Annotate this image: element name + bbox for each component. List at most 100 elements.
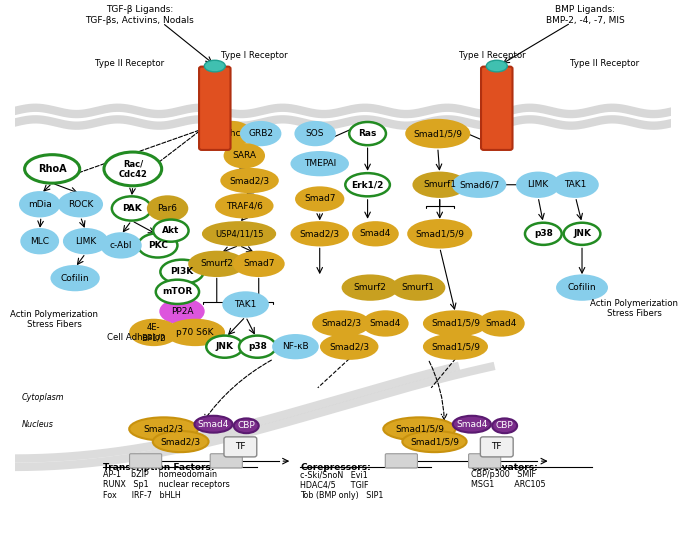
Text: Par6: Par6 bbox=[158, 204, 178, 213]
Ellipse shape bbox=[350, 122, 386, 145]
Text: Type II Receptor: Type II Receptor bbox=[570, 59, 640, 68]
Ellipse shape bbox=[160, 260, 204, 284]
Text: Smad4: Smad4 bbox=[197, 419, 229, 429]
Ellipse shape bbox=[292, 222, 348, 245]
Text: Rac/
Cdc42: Rac/ Cdc42 bbox=[118, 159, 147, 179]
Ellipse shape bbox=[64, 229, 107, 253]
Ellipse shape bbox=[492, 418, 517, 433]
Text: SOS: SOS bbox=[306, 129, 324, 138]
Text: c-Ski/SnoN   Evi1
HDAC4/5      TGIF
Tob (BMP only)   SIP1: c-Ski/SnoN Evi1 HDAC4/5 TGIF Tob (BMP on… bbox=[300, 470, 383, 500]
Text: Cofilin: Cofilin bbox=[61, 273, 89, 282]
Ellipse shape bbox=[273, 335, 318, 358]
Ellipse shape bbox=[392, 276, 444, 300]
Text: Smad7: Smad7 bbox=[243, 260, 275, 268]
Text: CBP: CBP bbox=[496, 421, 513, 430]
FancyBboxPatch shape bbox=[469, 454, 501, 468]
FancyBboxPatch shape bbox=[481, 67, 513, 150]
Text: mTOR: mTOR bbox=[162, 287, 193, 296]
Text: TF: TF bbox=[491, 442, 502, 451]
Ellipse shape bbox=[129, 417, 198, 441]
Text: JNK: JNK bbox=[573, 229, 591, 238]
Text: Smurf2: Smurf2 bbox=[200, 260, 233, 268]
Text: Smad2/3: Smad2/3 bbox=[144, 424, 184, 433]
Text: Smad1/5/9: Smad1/5/9 bbox=[431, 342, 480, 351]
Ellipse shape bbox=[453, 173, 505, 197]
Text: Type I Receptor: Type I Receptor bbox=[221, 51, 288, 60]
Text: CBP: CBP bbox=[237, 421, 255, 430]
Text: Smad6/7: Smad6/7 bbox=[459, 180, 499, 189]
Ellipse shape bbox=[486, 60, 507, 72]
Text: Smad1/5/9: Smad1/5/9 bbox=[395, 424, 444, 433]
Ellipse shape bbox=[517, 173, 559, 197]
FancyBboxPatch shape bbox=[199, 67, 230, 150]
Ellipse shape bbox=[557, 276, 607, 300]
Text: Smad4: Smad4 bbox=[486, 319, 517, 328]
Text: RhoA: RhoA bbox=[38, 164, 67, 174]
Ellipse shape bbox=[234, 418, 259, 433]
Text: TAK1: TAK1 bbox=[564, 180, 587, 189]
Text: ROCK: ROCK bbox=[67, 200, 93, 209]
Text: Cell Adhesion: Cell Adhesion bbox=[107, 333, 165, 342]
Ellipse shape bbox=[343, 276, 398, 300]
Ellipse shape bbox=[58, 192, 102, 216]
Ellipse shape bbox=[363, 311, 407, 336]
Text: Erk1/2: Erk1/2 bbox=[352, 180, 384, 189]
Ellipse shape bbox=[148, 196, 187, 221]
Ellipse shape bbox=[160, 299, 204, 324]
Text: Shc: Shc bbox=[224, 129, 241, 138]
Text: Smad2/3: Smad2/3 bbox=[300, 229, 340, 238]
Text: Transcription Factors:: Transcription Factors: bbox=[103, 463, 215, 472]
Ellipse shape bbox=[195, 416, 233, 433]
Ellipse shape bbox=[222, 169, 278, 192]
Ellipse shape bbox=[166, 320, 224, 345]
Ellipse shape bbox=[25, 155, 80, 183]
Text: mDia: mDia bbox=[28, 200, 52, 209]
Ellipse shape bbox=[138, 233, 178, 257]
Text: p70 S6K: p70 S6K bbox=[176, 328, 214, 337]
Text: TRAF4/6: TRAF4/6 bbox=[226, 201, 263, 211]
Ellipse shape bbox=[313, 311, 369, 336]
Ellipse shape bbox=[424, 335, 487, 359]
Ellipse shape bbox=[353, 222, 398, 245]
Ellipse shape bbox=[239, 336, 276, 358]
Ellipse shape bbox=[407, 120, 469, 147]
Ellipse shape bbox=[224, 292, 268, 317]
Text: Smad4: Smad4 bbox=[369, 319, 401, 328]
Text: TAK1: TAK1 bbox=[235, 300, 257, 309]
Ellipse shape bbox=[104, 152, 162, 186]
Text: Smad1/5/9: Smad1/5/9 bbox=[416, 229, 464, 238]
Ellipse shape bbox=[413, 173, 466, 197]
Text: Smad1/5/9: Smad1/5/9 bbox=[413, 129, 462, 138]
Text: Cytoplasm: Cytoplasm bbox=[21, 393, 64, 402]
Text: Ras: Ras bbox=[358, 129, 377, 138]
Text: TGF-β Ligands:
TGF-βs, Activins, Nodals: TGF-β Ligands: TGF-βs, Activins, Nodals bbox=[85, 5, 194, 25]
Text: Nucleus: Nucleus bbox=[21, 420, 53, 429]
Text: Smurf1: Smurf1 bbox=[423, 180, 456, 189]
Ellipse shape bbox=[241, 122, 281, 145]
Text: 4E-
BP1/2: 4E- BP1/2 bbox=[142, 322, 166, 342]
Ellipse shape bbox=[216, 194, 272, 217]
Text: PP2A: PP2A bbox=[171, 307, 193, 316]
Text: JNK: JNK bbox=[215, 342, 234, 351]
Ellipse shape bbox=[321, 335, 378, 359]
Text: Cofilin: Cofilin bbox=[568, 283, 596, 292]
Text: NF-κB: NF-κB bbox=[282, 342, 309, 351]
Ellipse shape bbox=[424, 311, 487, 336]
Text: Coactivators:: Coactivators: bbox=[471, 463, 538, 472]
Text: Smad4: Smad4 bbox=[360, 229, 391, 238]
Text: c-Abl: c-Abl bbox=[110, 241, 132, 250]
Text: Smad2/3: Smad2/3 bbox=[329, 342, 369, 351]
Text: Smad1/5/9: Smad1/5/9 bbox=[431, 319, 480, 328]
Ellipse shape bbox=[295, 122, 335, 145]
Text: CBP/p300   SMIF
MSG1        ARC105: CBP/p300 SMIF MSG1 ARC105 bbox=[471, 470, 545, 489]
Ellipse shape bbox=[292, 152, 348, 175]
Ellipse shape bbox=[408, 220, 471, 247]
Ellipse shape bbox=[189, 252, 244, 276]
Text: Smad2/3: Smad2/3 bbox=[230, 176, 270, 185]
Text: p38: p38 bbox=[248, 342, 267, 351]
Text: Smad2/3: Smad2/3 bbox=[160, 437, 201, 446]
Ellipse shape bbox=[52, 266, 98, 290]
Ellipse shape bbox=[130, 320, 178, 345]
FancyBboxPatch shape bbox=[480, 437, 513, 457]
Text: Akt: Akt bbox=[162, 226, 180, 235]
